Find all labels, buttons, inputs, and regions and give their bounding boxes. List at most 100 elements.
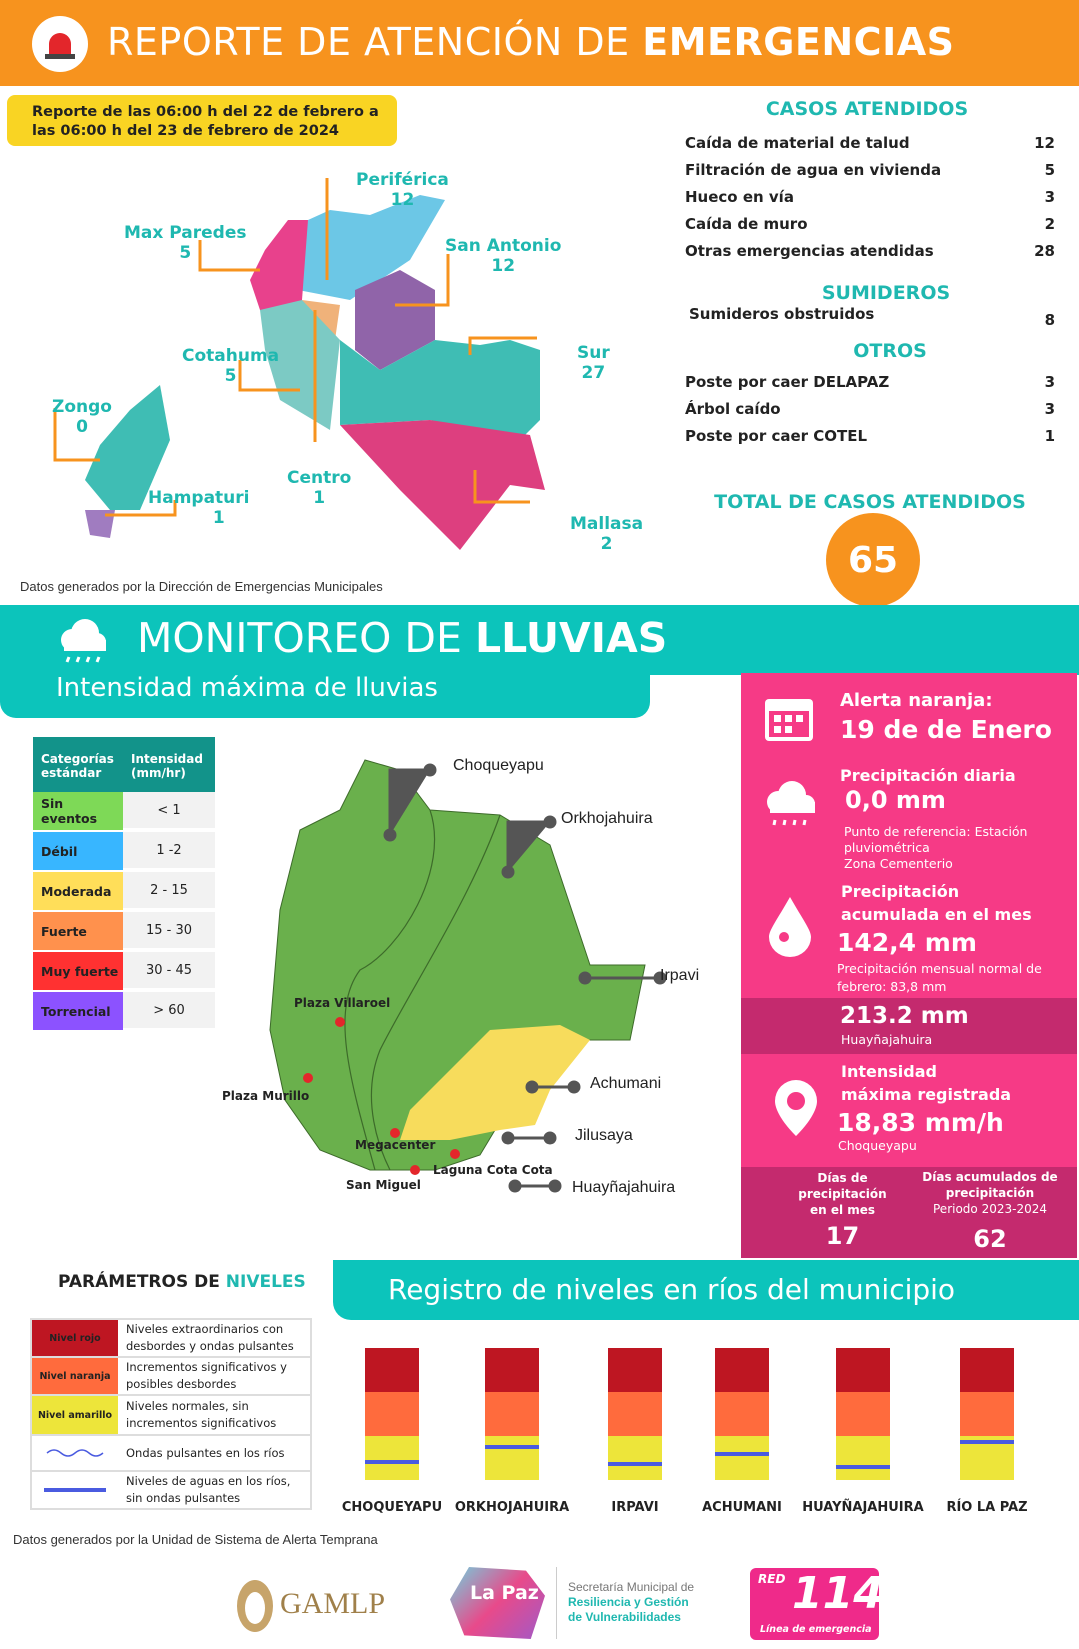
header-bar	[0, 0, 1079, 86]
lluvias-subtitle: Intensidad máxima de lluvias	[56, 673, 438, 703]
river-level-line	[715, 1451, 769, 1456]
place-label: San Miguel	[346, 1178, 421, 1192]
category-row: Sin eventos < 1	[33, 792, 215, 830]
basin-label: Choqueyapu	[453, 757, 544, 774]
secretaria-logo: Secretaría Municipal de Resiliencia y Ges…	[568, 1580, 695, 1624]
district-label-hampaturi: Hampaturi 1	[148, 488, 250, 528]
parametros-title: PARÁMETROS DE NIVELES	[58, 1272, 306, 1292]
river-label: RÍO LA PAZ	[946, 1500, 1028, 1515]
river-level-line	[836, 1464, 890, 1469]
district-zongo	[85, 385, 170, 510]
district-label-sur: Sur 27	[577, 343, 610, 383]
river-level-line	[365, 1459, 419, 1464]
river-bar-red	[365, 1348, 419, 1392]
page-title: REPORTE DE ATENCIÓN DE EMERGENCIAS	[107, 20, 955, 64]
acc-value: 142,4 mm	[837, 928, 977, 957]
caso-row: Otras emergencias atendidas 28	[685, 242, 1055, 260]
legend-row-line: Niveles de aguas en los ríos, sin ondas …	[30, 1472, 312, 1510]
max-acc-station: Huayñajahuira	[841, 1032, 933, 1047]
siren-icon	[32, 16, 88, 72]
river-bar-yellow	[836, 1436, 890, 1480]
district-label-mallasa: Mallasa 2	[570, 514, 644, 554]
calendar-icon	[765, 699, 813, 741]
legend-row-amarillo: Nivel amarillo Niveles normales, sin incr…	[30, 1396, 312, 1436]
category-row: Débil 1 -2	[33, 832, 215, 870]
river-bar-yellow	[365, 1436, 419, 1480]
district-label-periferica: Periférica 12	[356, 170, 449, 210]
river-bar-orange	[608, 1392, 662, 1436]
river-bar-yellow	[715, 1436, 769, 1480]
category-row: Torrencial > 60	[33, 992, 215, 1030]
lapaz-logo-text: La Paz	[470, 1582, 539, 1604]
place-label: Megacenter	[355, 1138, 436, 1152]
intensity-station: Choqueyapu	[838, 1138, 917, 1153]
basin-label: Achumani	[590, 1075, 662, 1092]
rivers-banner	[333, 1260, 1079, 1320]
intensity-value: 18,83 mm/h	[837, 1108, 1004, 1137]
days-month-label: Días de precipitación en el mes	[798, 1171, 887, 1217]
daily-title: Precipitación diaria	[840, 766, 1016, 785]
legend-row-wave: Ondas pulsantes en los ríos	[30, 1436, 312, 1472]
source-note: Datos generados por la Dirección de Emer…	[20, 579, 383, 594]
days-acc-value: 62	[973, 1225, 1007, 1253]
category-row: Fuerte 15 - 30	[33, 912, 215, 950]
location-pin-icon	[775, 1080, 817, 1136]
rain-stats-panel	[741, 673, 1077, 1258]
basin-yellow-zone	[400, 1025, 590, 1140]
daily-reference: Punto de referencia: Estación pluviométr…	[844, 824, 1028, 871]
rain-cloud-icon	[61, 619, 106, 663]
max-acc-value: 213.2 mm	[840, 1003, 969, 1029]
basin-label: Jilusaya	[575, 1127, 633, 1144]
river-bar-orange	[365, 1392, 419, 1436]
total-title: TOTAL DE CASOS ATENDIDOS	[714, 491, 1026, 513]
district-mallasa	[340, 420, 545, 550]
otros-title: OTROS	[853, 340, 927, 362]
total-value: 65	[826, 513, 920, 607]
river-bar-yellow	[485, 1436, 539, 1480]
lluvias-title: MONITOREO DE LLUVIAS	[137, 614, 668, 662]
river-level-line	[960, 1439, 1014, 1444]
acc-title: Precipitación acumulada en el mes	[841, 882, 1032, 924]
acc-normal: Precipitación mensual normal de febrero:…	[837, 961, 1042, 994]
district-label-centro: Centro 1	[287, 468, 352, 508]
category-row: Muy fuerte 30 - 45	[33, 952, 215, 990]
basin-label: Irpavi	[660, 967, 700, 984]
river-bar-red	[485, 1348, 539, 1392]
water-drop-icon	[769, 897, 811, 957]
days-month-value: 17	[825, 1222, 860, 1250]
river-level-line	[608, 1462, 662, 1467]
river-label: HUAYÑAJAHUIRA	[802, 1500, 924, 1515]
legend-row-naranja: Nivel naranja Incrementos significativos …	[30, 1358, 312, 1396]
river-bar-red	[608, 1348, 662, 1392]
otro-row: Poste por caer DELAPAZ 3	[685, 373, 1055, 391]
lapaz-logo	[450, 1567, 545, 1639]
caso-row: Caída de muro 2	[685, 215, 1055, 233]
alert-date: 19 de de Enero	[840, 715, 1052, 744]
level-line-icon	[32, 1472, 118, 1508]
otro-row: Árbol caído 3	[685, 400, 1055, 418]
caso-row: Caída de material de talud 12	[685, 134, 1055, 152]
gamlp-logo: GAMLP	[230, 1570, 400, 1638]
district-periferica	[295, 195, 445, 300]
basins-map	[269, 759, 667, 1193]
district-label-zongo: Zongo 0	[52, 397, 112, 437]
casos-title: CASOS ATENDIDOS	[765, 98, 969, 120]
districts-map	[53, 178, 545, 550]
river-bar-yellow	[608, 1436, 662, 1480]
place-label: Plaza Villaroel	[294, 996, 391, 1010]
place-label: Laguna Cota Cota	[433, 1163, 553, 1177]
river-bar-orange	[485, 1392, 539, 1436]
coat-of-arms-icon	[237, 1580, 273, 1632]
basin-label: Huayñajahuira	[572, 1179, 676, 1196]
district-sur	[340, 340, 540, 440]
district-hampaturi	[85, 510, 115, 538]
legend-row-rojo: Nivel rojo Niveles extraordinarios con de…	[30, 1320, 312, 1358]
river-bar-red	[836, 1348, 890, 1392]
river-level-line	[485, 1445, 539, 1449]
river-bar-red	[715, 1348, 769, 1392]
sumideros-title: SUMIDEROS	[821, 282, 951, 304]
rivers-title: Registro de niveles en ríos del municipi…	[388, 1273, 956, 1306]
caso-row: Filtración de agua en vivienda 5	[685, 161, 1055, 179]
river-label: IRPAVI	[611, 1500, 659, 1515]
sumidero-row: Sumideros obstruidos 8	[689, 305, 1055, 329]
